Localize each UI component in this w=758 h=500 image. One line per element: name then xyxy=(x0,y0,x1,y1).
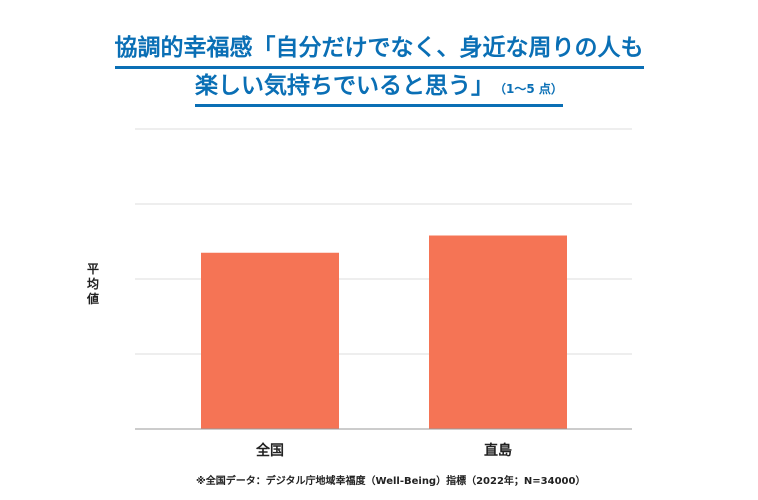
chart-title-line-2: 楽しい気持ちでいると思う」 （1～5 点） xyxy=(0,66,758,107)
bar-0 xyxy=(201,252,339,429)
category-label-naoshima: 直島 xyxy=(484,443,512,459)
bar-1 xyxy=(429,235,567,429)
chart-title-suffix: （1～5 点） xyxy=(500,82,563,96)
source-footnote: ※全国データ：デジタル庁地域幸福度（Well-Being）指標（2022年；N=… xyxy=(196,476,586,487)
chart-title-text-1: 協調的幸福感「自分だけでなく、身近な周りの人も xyxy=(114,28,644,69)
chart-title-underlined: 楽しい気持ちでいると思う」 （1～5 点） xyxy=(195,66,563,107)
y-axis-label: 平均値 xyxy=(86,262,99,306)
bars xyxy=(201,235,567,429)
category-label-zenkoku: 全国 xyxy=(256,443,284,459)
chart-title-line-1: 協調的幸福感「自分だけでなく、身近な周りの人も xyxy=(0,28,758,69)
chart-title-text-2: 楽しい気持ちでいると思う」 xyxy=(195,73,495,99)
